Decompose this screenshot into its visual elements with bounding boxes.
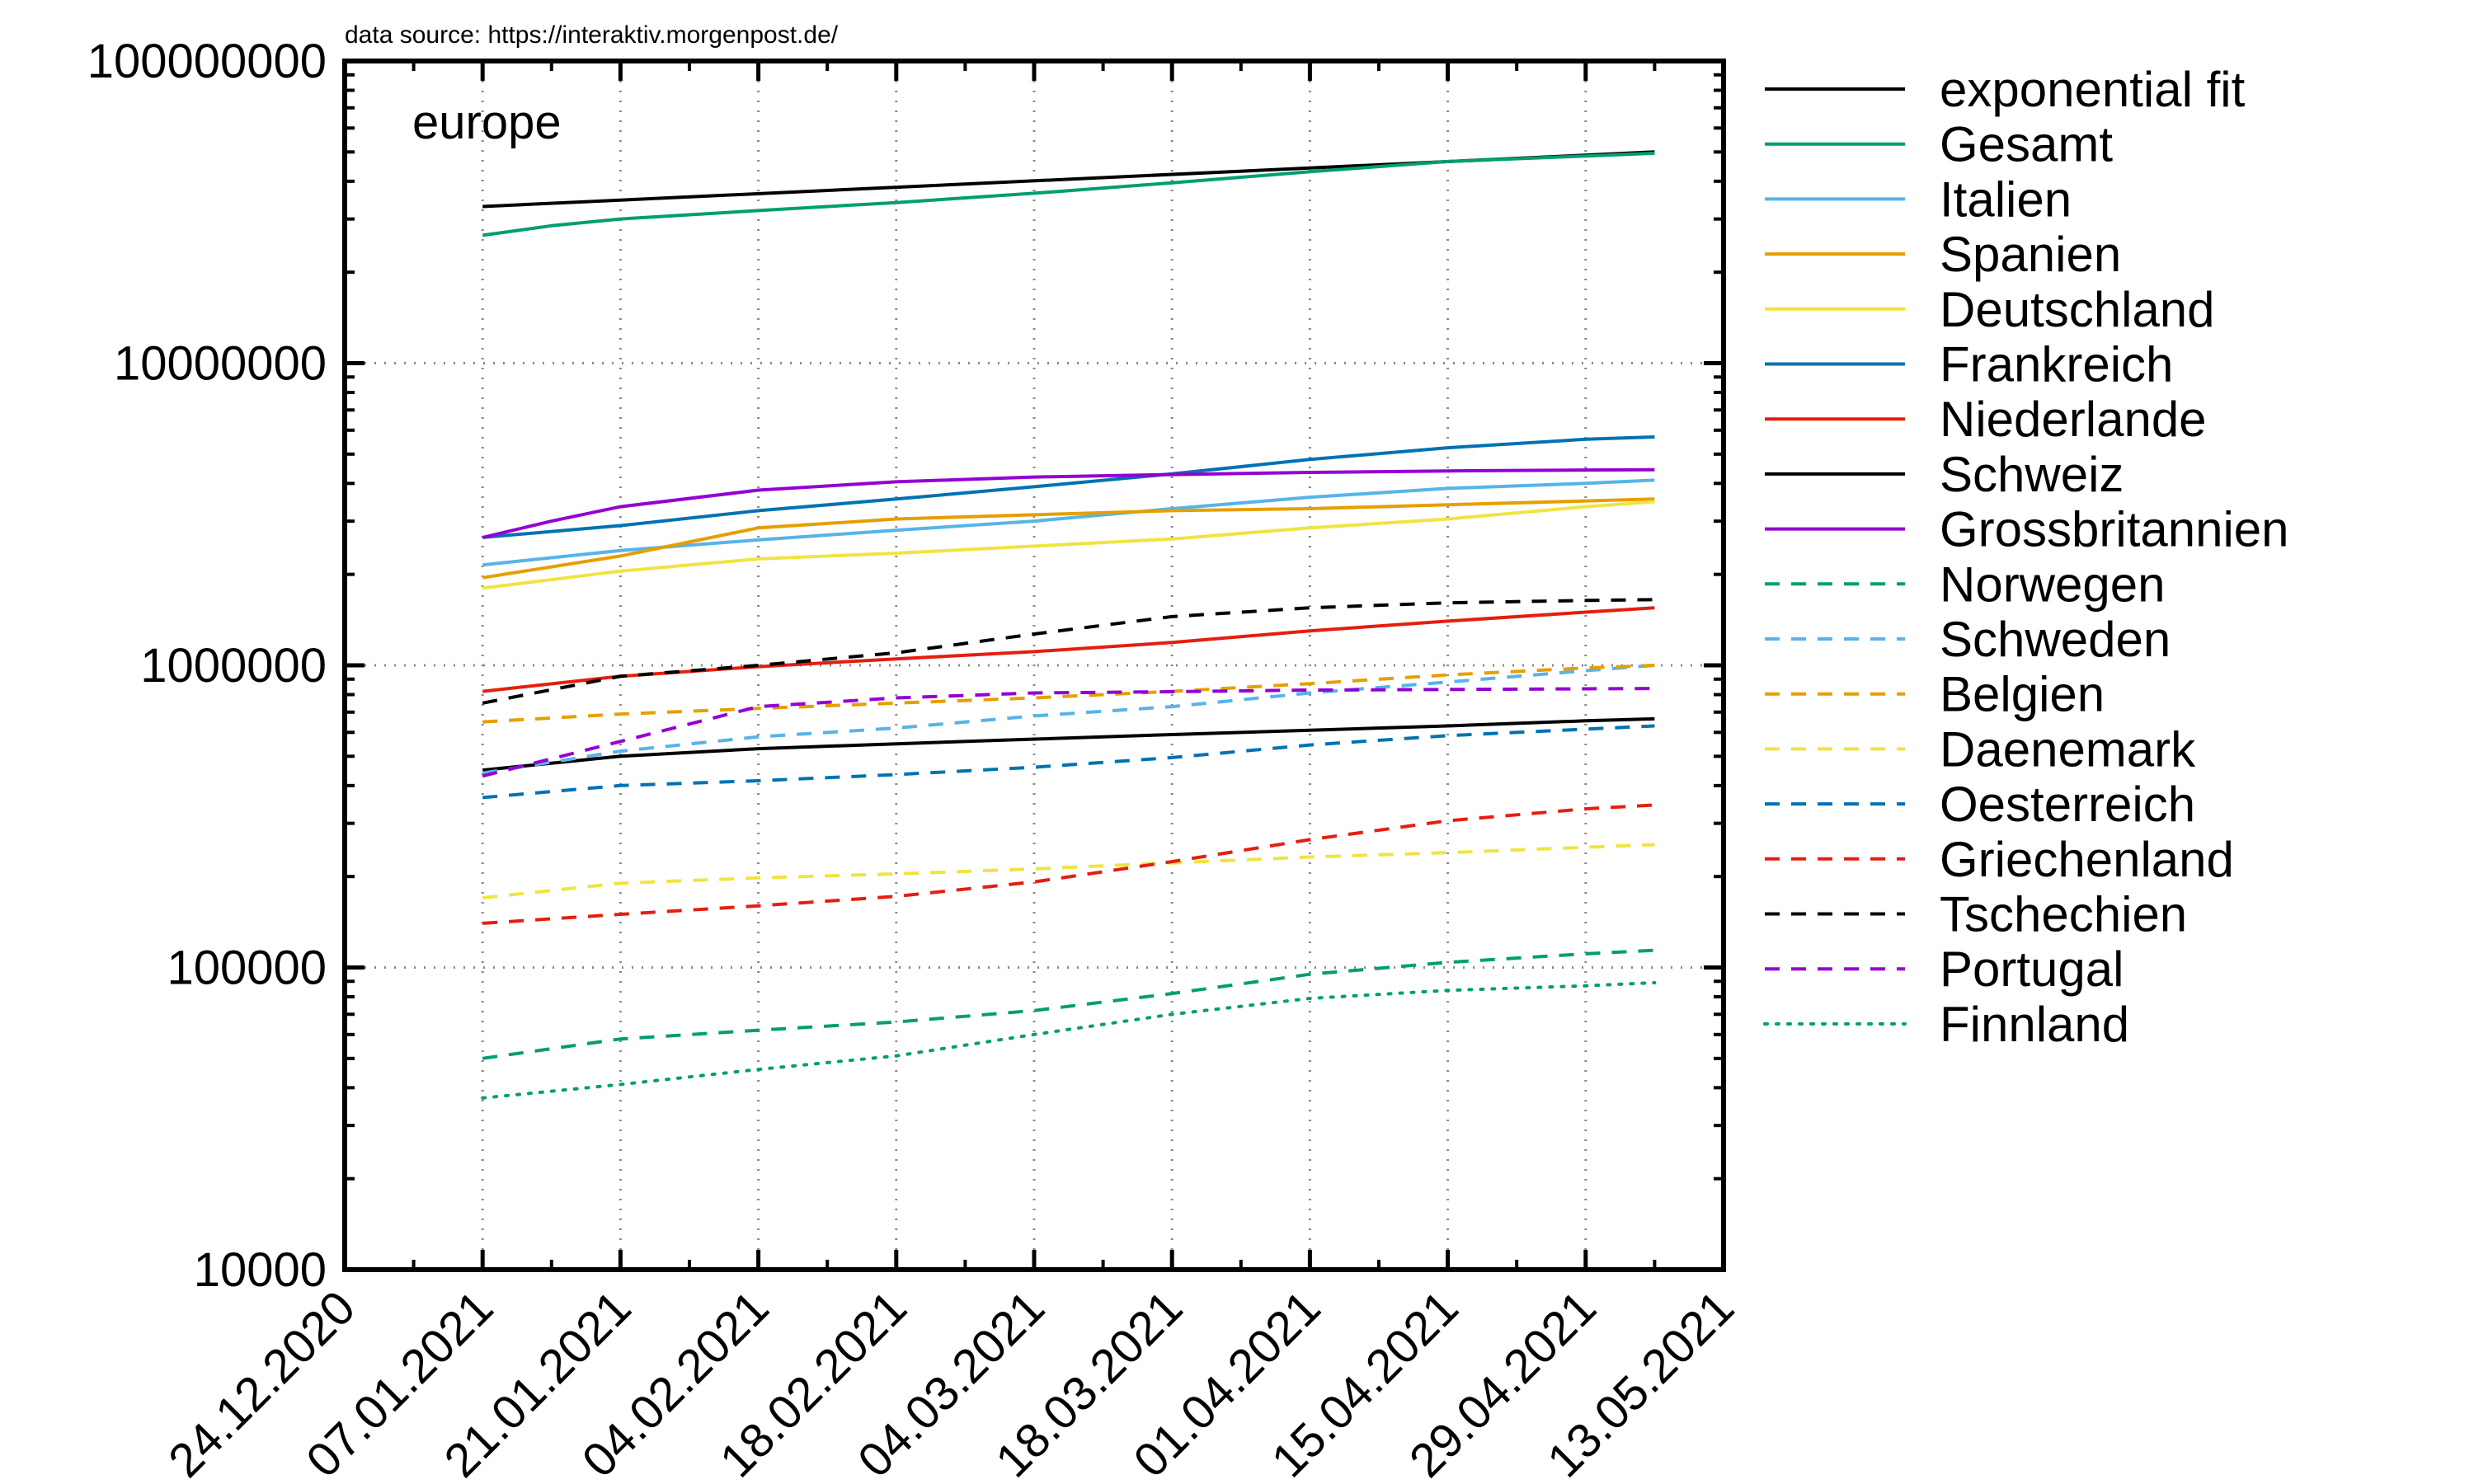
grid	[345, 61, 1724, 1270]
source-note: data source: https://interaktiv.morgenpo…	[345, 21, 839, 49]
series-line	[482, 497, 1655, 580]
x-tick-labels: 24.12.202007.01.202121.01.202104.02.2021…	[158, 1280, 1744, 1484]
series-line	[482, 598, 1655, 705]
legend-label: Gesamt	[1940, 117, 2113, 172]
y-tick-label: 1000000	[140, 639, 327, 693]
legend-label: Finnland	[1940, 997, 2129, 1052]
y-tick-label: 10000	[194, 1243, 327, 1297]
series-line	[481, 981, 1657, 1100]
series-line	[482, 843, 1655, 899]
series-line	[482, 435, 1655, 539]
y-tick-labels: 10000 100000 1000000 10000000 100000000	[87, 35, 327, 1297]
legend-label: Oesterreich	[1940, 777, 2195, 832]
series-line	[482, 664, 1655, 724]
legend-label: Niederlande	[1940, 392, 2207, 447]
series-line	[482, 500, 1655, 590]
series-line	[482, 151, 1655, 237]
series-line	[482, 687, 1655, 778]
legend-label: Tschechien	[1940, 887, 2187, 942]
ticks	[342, 59, 1726, 1272]
series-line	[482, 467, 1655, 539]
series-line	[482, 724, 1655, 800]
series-line	[482, 478, 1655, 567]
series-line	[482, 716, 1655, 773]
series-layer	[481, 150, 1657, 1100]
legend-label: Griechenland	[1940, 832, 2234, 887]
legend-label: exponential fit	[1940, 62, 2246, 117]
series-line	[482, 606, 1655, 693]
legend-label: Schweiz	[1940, 447, 2124, 502]
y-tick-label: 100000000	[87, 35, 327, 88]
legend-label: Portugal	[1940, 942, 2124, 997]
series-line	[482, 948, 1655, 1060]
legend-label: Grossbritannien	[1940, 502, 2289, 557]
legend-label: Norwegen	[1940, 556, 2166, 612]
legend-label: Italien	[1940, 171, 2072, 227]
legend: exponential fitGesamtItalienSpanienDeuts…	[1763, 62, 2289, 1052]
series-line	[482, 664, 1655, 775]
legend-label: Daenemark	[1940, 721, 2196, 777]
chart-title: europe	[412, 96, 562, 149]
legend-label: Spanien	[1940, 227, 2121, 282]
legend-label: Schweden	[1940, 612, 2171, 667]
y-tick-label: 10000000	[114, 337, 327, 391]
legend-label: Deutschland	[1940, 282, 2215, 337]
legend-label: Belgien	[1940, 667, 2105, 722]
y-tick-label: 100000	[167, 942, 327, 995]
series-line	[482, 803, 1655, 925]
legend-label: Frankreich	[1940, 337, 2173, 392]
